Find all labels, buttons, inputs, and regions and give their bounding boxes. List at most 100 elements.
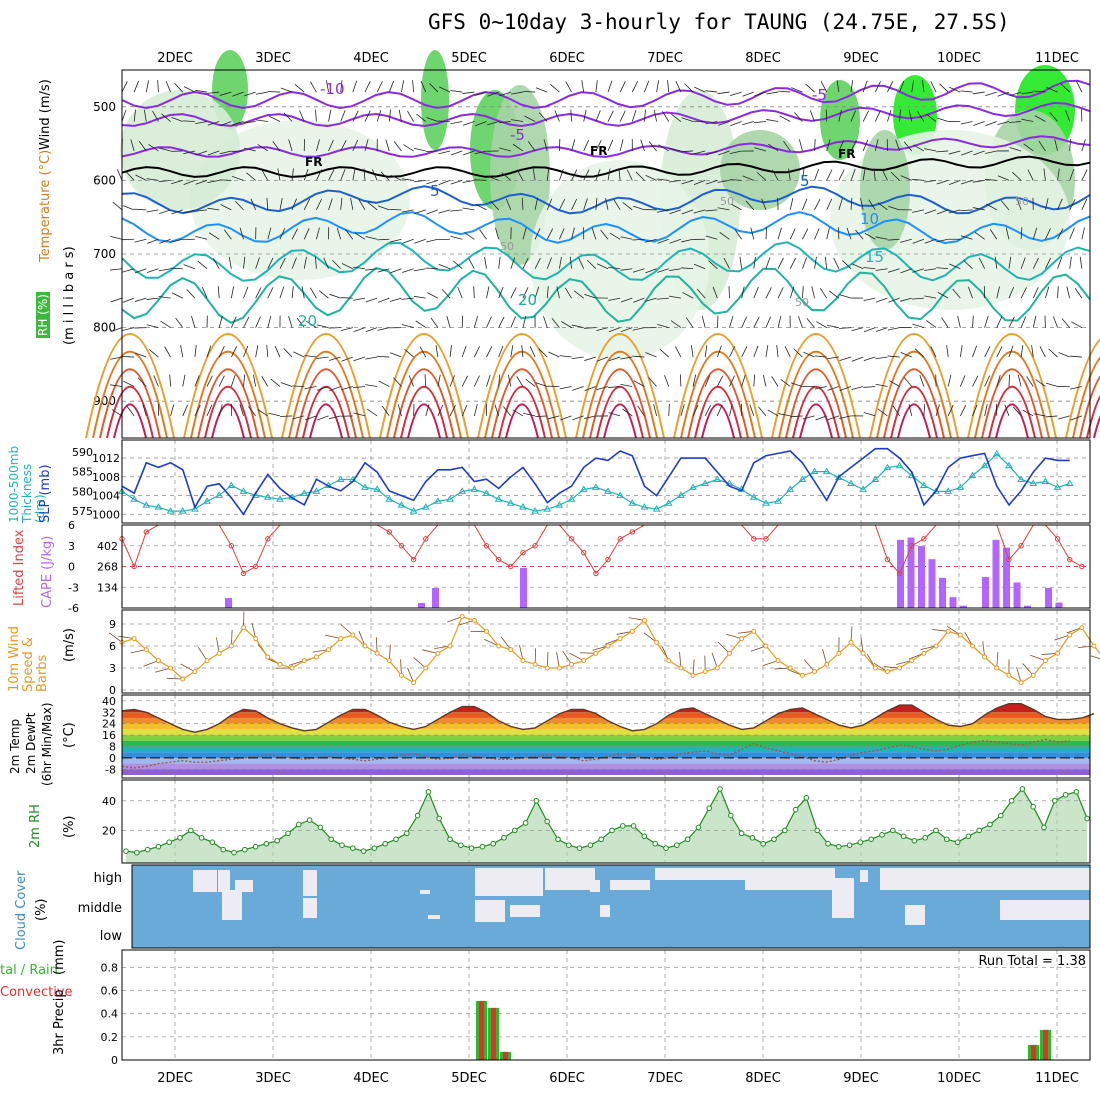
wind-barb: [693, 263, 706, 270]
rh-shade: [530, 160, 710, 360]
wind-barb: [1070, 386, 1082, 390]
precip-tick-label: 0: [111, 1054, 118, 1067]
wind-barb: [146, 268, 159, 273]
wind-barb: [777, 257, 784, 269]
wind-barb: [490, 200, 499, 211]
wind-barb: [613, 199, 621, 211]
cape-bar: [520, 568, 527, 608]
thickness-marker: [689, 483, 697, 490]
pressure-tick-label: 500: [93, 100, 116, 114]
wind-barb: [814, 256, 817, 269]
isotherm-arch: [393, 368, 455, 439]
wind-barb: [377, 297, 390, 303]
cloud-gap: [218, 870, 230, 892]
rh-marker: [663, 845, 669, 851]
wind-speed-marker: [909, 658, 915, 664]
isotherm-line: [121, 101, 1091, 128]
wind-barb: [668, 180, 681, 183]
wind-barb-10m: [230, 629, 233, 647]
wind-barb: [122, 327, 135, 331]
cape-bar: [960, 605, 967, 608]
wind-barb: [961, 150, 973, 156]
wind-barb: [462, 180, 475, 183]
wind-barb: [895, 139, 900, 152]
wind-barb: [146, 178, 159, 181]
wind-barb: [656, 178, 669, 181]
wind-barb: [208, 232, 220, 240]
cloud-gap: [905, 905, 925, 925]
wind-barb: [288, 139, 293, 152]
wind-barb: [486, 316, 492, 328]
wind-barb: [270, 378, 281, 387]
rh-marker: [998, 812, 1004, 819]
wind-speed-marker: [228, 643, 234, 649]
wind-barb: [618, 168, 621, 181]
wind-barb: [499, 91, 511, 97]
wind-barb: [475, 203, 487, 211]
wind-barb: [243, 316, 250, 328]
isotherm-arch: [1093, 415, 1100, 439]
thickness-marker: [300, 489, 309, 496]
rh-marker: [944, 836, 950, 843]
wind-barb: [486, 286, 490, 299]
thickness-marker: [166, 507, 175, 514]
wind-barb: [159, 238, 171, 244]
slp-tick-label: 1008: [92, 471, 120, 484]
wind-speed-marker: [605, 643, 611, 649]
wind-barb: [675, 81, 682, 93]
wind-barb: [486, 346, 493, 358]
rh-marker: [177, 834, 183, 841]
wind-barb: [753, 121, 766, 124]
wind-barb: [382, 405, 390, 417]
wind-barb: [1021, 118, 1034, 122]
wind-barb: [887, 109, 892, 122]
wind-barb: [1060, 83, 1070, 93]
wind-barb: [620, 297, 633, 303]
wind-barb: [583, 139, 590, 152]
cape-bar: [1013, 582, 1021, 608]
temp-band: [122, 746, 1090, 753]
rh-marker: [220, 846, 226, 853]
wind-barb: [819, 287, 828, 299]
wind-barb: [777, 315, 782, 328]
wind-barb: [742, 91, 754, 97]
rh-marker: [274, 837, 281, 844]
temp-band: [122, 740, 1090, 747]
wind-barb: [309, 287, 317, 299]
temp-line: [121, 703, 1095, 733]
wind-barb: [219, 91, 232, 96]
wind-barb: [329, 356, 341, 361]
wind-barb: [414, 209, 426, 215]
wind-barb: [401, 324, 414, 328]
wind-barb-10m: [288, 660, 305, 666]
wind-barb: [341, 356, 353, 362]
wind-barb: [607, 168, 611, 181]
contour-label: 5: [430, 182, 440, 200]
thickness-marker: [239, 487, 248, 494]
wind-barb: [565, 81, 572, 93]
wind-barb: [1057, 228, 1064, 240]
wind-barb: [960, 235, 973, 240]
wind-barb: [693, 209, 706, 214]
wind-barb: [753, 286, 759, 299]
wind-barb: [498, 121, 511, 124]
wind-barb: [960, 121, 973, 125]
wind-barb: [310, 81, 317, 93]
wind-barb: [609, 232, 621, 240]
wind-barb: [600, 229, 609, 240]
wind-barb: [729, 315, 734, 328]
wind-barb: [206, 345, 212, 358]
wind-barb: [261, 169, 269, 181]
wind-barb: [252, 374, 257, 387]
wind-barb: [280, 415, 293, 417]
wind-barb: [734, 229, 742, 240]
rh-marker: [706, 805, 713, 811]
wind-barb: [949, 86, 961, 93]
wind-barb: [926, 320, 937, 328]
wind-barb: [875, 356, 888, 360]
wind-speed-marker: [678, 665, 684, 671]
wind-barb: [595, 80, 598, 93]
wind-barb-10m: [434, 645, 451, 649]
wind-barb: [452, 260, 463, 270]
wind-barb: [117, 169, 123, 181]
